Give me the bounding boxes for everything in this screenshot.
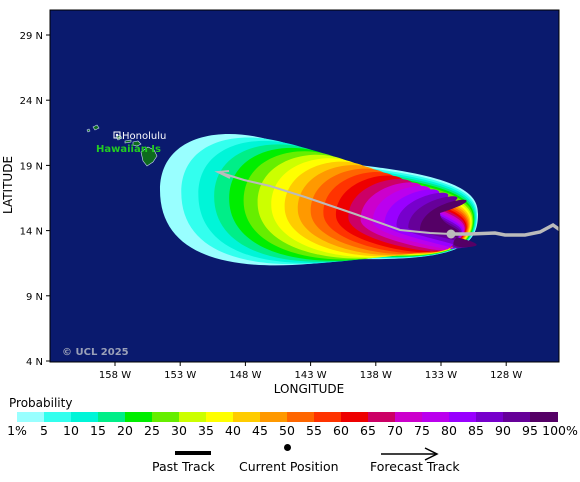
lon-tick-label: 153 W xyxy=(164,370,196,381)
legend-value-label: 55 xyxy=(306,423,322,438)
lon-tick-label: 133 W xyxy=(425,370,457,381)
lat-tick-label: 14 N xyxy=(20,227,43,238)
plot-frame xyxy=(49,9,560,363)
lon-tick-label: 143 W xyxy=(295,370,327,381)
legend-value-label: 60 xyxy=(333,423,349,438)
hawaiian-islands-label: Hawaiian Is xyxy=(96,144,161,155)
legend-swatch xyxy=(152,412,180,422)
legend-value-label: 10 xyxy=(63,423,79,438)
forecast-track-symbol xyxy=(381,447,439,461)
legend-value-label: 65 xyxy=(360,423,376,438)
legend-value-label: 75 xyxy=(414,423,430,438)
legend-swatch xyxy=(287,412,315,422)
legend-swatch xyxy=(449,412,477,422)
legend-swatch xyxy=(98,412,126,422)
legend-swatch xyxy=(71,412,99,422)
legend-swatch xyxy=(233,412,261,422)
x-axis-title: LONGITUDE xyxy=(274,382,344,396)
legend-swatch xyxy=(179,412,207,422)
lat-tick-label: 4 N xyxy=(26,357,43,368)
legend-value-label: 25 xyxy=(144,423,160,438)
latitude-axis: 29 N 24 N 19 N 14 N 9 N 4 N xyxy=(20,31,50,368)
copyright-label: © UCL 2025 xyxy=(62,347,129,358)
lon-tick-label: 158 W xyxy=(99,370,131,381)
legend-swatch xyxy=(17,412,45,422)
hawaiian-islands xyxy=(86,124,158,167)
legend-swatch xyxy=(314,412,342,422)
molokai xyxy=(124,139,132,144)
legend-value-label: 20 xyxy=(117,423,133,438)
legend-swatch xyxy=(206,412,234,422)
past-track xyxy=(451,222,559,237)
legend-swatch xyxy=(125,412,153,422)
forecast-track-label: Forecast Track xyxy=(370,459,460,474)
legend-value-label: 35 xyxy=(198,423,214,438)
legend-value-label: 70 xyxy=(387,423,403,438)
legend-swatch xyxy=(476,412,504,422)
legend-title: Probability xyxy=(9,396,73,410)
legend-swatch xyxy=(260,412,288,422)
legend-swatch xyxy=(341,412,369,422)
legend-value-label: 5 xyxy=(40,423,48,438)
lon-tick-label: 128 W xyxy=(490,370,522,381)
legend-swatch xyxy=(503,412,531,422)
legend-value-label: 100% xyxy=(542,423,578,438)
current-position-symbol xyxy=(284,444,291,451)
legend-value-label: 45 xyxy=(252,423,268,438)
past-track-label: Past Track xyxy=(152,459,215,474)
swath-level-19 xyxy=(420,199,477,248)
legend-swatch xyxy=(422,412,450,422)
maui xyxy=(132,140,142,147)
lon-tick-label: 148 W xyxy=(229,370,261,381)
lat-tick-label: 24 N xyxy=(20,96,43,107)
lat-tick-label: 9 N xyxy=(26,292,43,303)
legend-value-label: 85 xyxy=(468,423,484,438)
legend-value-label: 40 xyxy=(225,423,241,438)
honolulu-marker xyxy=(113,131,121,139)
lat-tick-label: 29 N xyxy=(20,31,43,42)
longitude-axis: 158 W 153 W 148 W 143 W 138 W 133 W 128 W xyxy=(99,362,522,381)
current-position-label: Current Position xyxy=(239,459,339,474)
legend-value-label: 50 xyxy=(279,423,295,438)
legend-swatch xyxy=(368,412,396,422)
legend-value-label: 15 xyxy=(90,423,106,438)
big-island xyxy=(140,146,158,167)
lat-tick-label: 19 N xyxy=(20,161,43,172)
current-position-marker xyxy=(446,229,456,239)
forecast-track xyxy=(214,170,452,235)
honolulu-label: Honolulu xyxy=(122,131,166,142)
kauai xyxy=(92,124,100,131)
legend-swatch xyxy=(395,412,423,422)
lon-tick-label: 138 W xyxy=(360,370,392,381)
legend-value-label: 90 xyxy=(495,423,511,438)
legend-swatch xyxy=(44,412,72,422)
past-track-symbol xyxy=(175,451,211,455)
niihau xyxy=(86,128,91,133)
legend-value-label: 30 xyxy=(171,423,187,438)
legend-swatch xyxy=(530,412,558,422)
legend-value-label: 1% xyxy=(7,423,27,438)
y-axis-title: LATITUDE xyxy=(1,156,15,214)
legend-value-label: 80 xyxy=(441,423,457,438)
legend-value-label: 95 xyxy=(522,423,538,438)
